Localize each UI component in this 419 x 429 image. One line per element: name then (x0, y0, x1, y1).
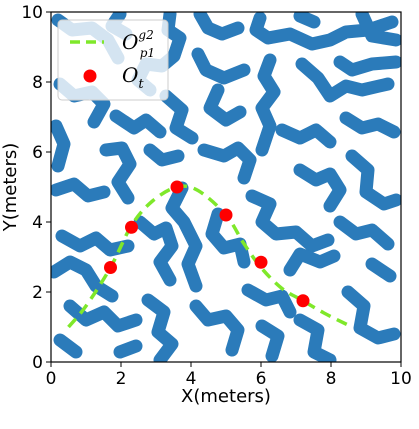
data-point (296, 294, 310, 308)
y-tick-label: 0 (32, 353, 43, 373)
legend-label-points: Ot (122, 63, 144, 92)
x-tick-label: 6 (256, 369, 267, 389)
data-point (254, 255, 268, 269)
data-point (125, 220, 138, 234)
data-point (219, 208, 233, 222)
series-layer (67, 180, 350, 329)
y-axis-label: Y(meters) (0, 143, 21, 233)
y-tick-label: 10 (21, 3, 43, 23)
legend: Og2 p1 Ot (57, 19, 169, 101)
x-tick-label: 8 (326, 369, 337, 389)
legend-marker-swatch (83, 69, 97, 83)
legend-label-path: Og2 p1 (122, 28, 155, 60)
x-tick-label: 2 (116, 369, 127, 389)
data-point (170, 180, 184, 194)
x-axis-label: X(meters) (181, 386, 271, 407)
x-tick-label: 0 (46, 369, 57, 389)
data-point (104, 261, 117, 274)
plot-frame (50, 11, 402, 363)
y-tick-label: 6 (32, 143, 43, 163)
y-tick-label: 4 (32, 213, 43, 233)
y-tick-label: 8 (32, 73, 43, 93)
y-tick-label: 2 (32, 283, 43, 303)
x-tick-label: 4 (186, 369, 197, 389)
obstacle-map (51, 12, 401, 362)
axis-ticks: 0 2 4 6 8 10 0 2 4 6 8 10 (21, 3, 411, 389)
x-tick-label: 10 (390, 369, 412, 389)
